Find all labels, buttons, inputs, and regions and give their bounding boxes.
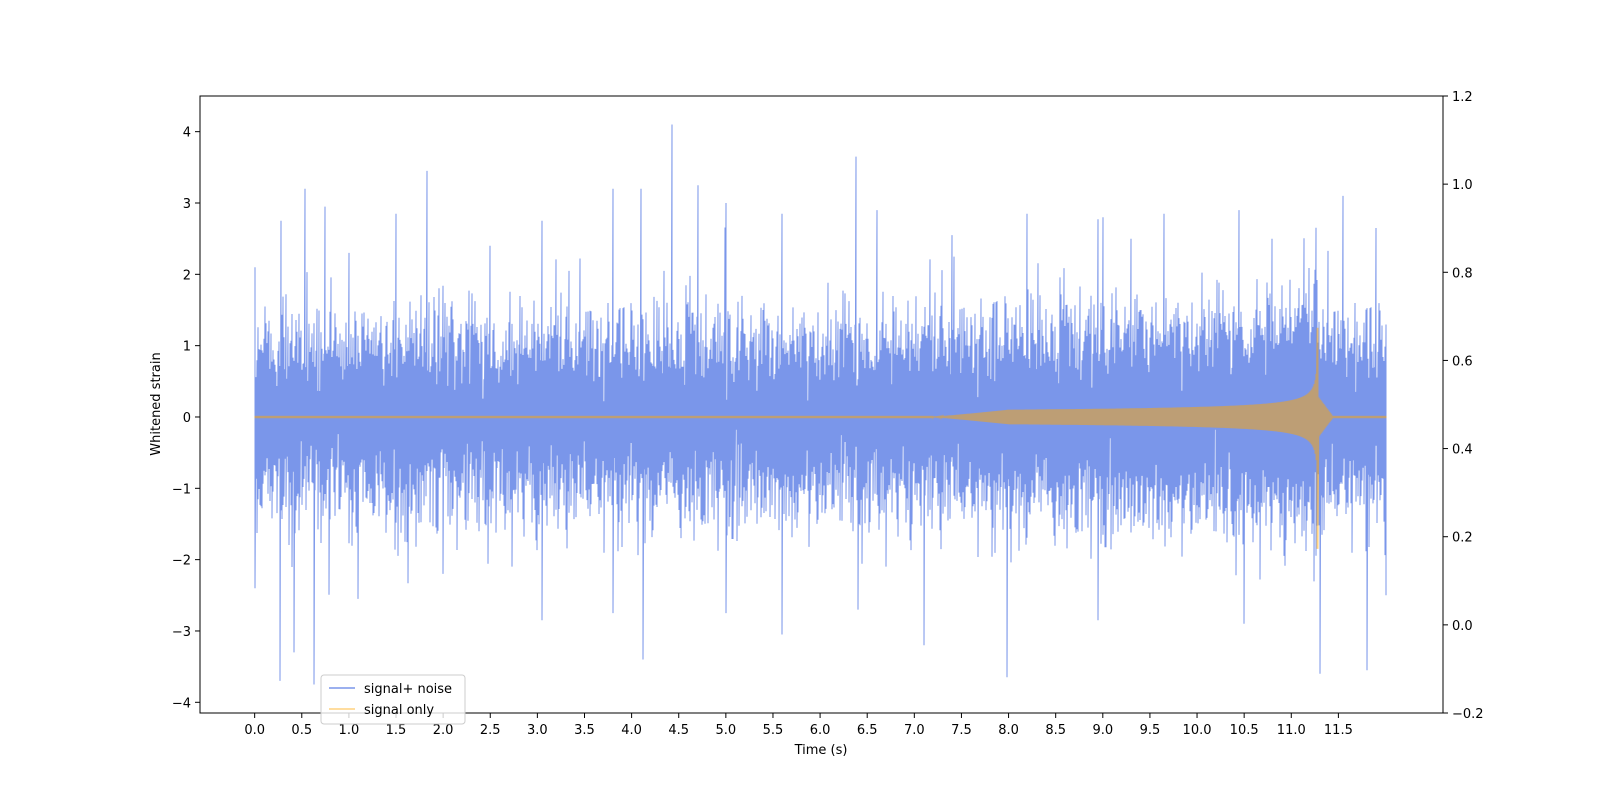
x-tick-label: 0.0 — [244, 723, 265, 738]
x-tick-label: 1.0 — [339, 723, 360, 738]
legend-frame — [320, 674, 466, 725]
x-tick-label: 11.5 — [1324, 723, 1353, 738]
y2-tick-label: −0.2 — [1452, 707, 1484, 722]
x-tick-label: 9.0 — [1092, 723, 1113, 738]
x-tick-label: 7.5 — [951, 723, 972, 738]
y-tick-label: −3 — [172, 625, 191, 640]
legend-label-signal-only: signal only — [364, 703, 434, 718]
y-tick-label: 2 — [183, 268, 191, 283]
y2-tick-label: 0.0 — [1452, 619, 1473, 634]
x-tick-label: 5.0 — [716, 723, 737, 738]
y-tick-label: 4 — [183, 126, 191, 141]
y-tick-label: −2 — [172, 554, 191, 569]
legend: signal+ noise signal only — [320, 674, 466, 725]
x-tick-label: 7.0 — [904, 723, 925, 738]
series-line-signal-noise — [254, 124, 1387, 685]
x-tick-label: 3.0 — [527, 723, 548, 738]
x-tick-label: 1.5 — [386, 723, 407, 738]
y2-tick-label: 0.6 — [1452, 354, 1473, 369]
y-tick-label: 3 — [183, 197, 191, 212]
y-axis-left: −4 −3 −2 −1 0 1 2 3 4 — [172, 126, 200, 711]
y-tick-label: 1 — [183, 340, 191, 355]
x-tick-label: 3.5 — [574, 723, 595, 738]
y2-tick-label: 1.0 — [1452, 178, 1473, 193]
x-tick-label: 10.0 — [1183, 723, 1212, 738]
series-line-signal-only — [254, 327, 1387, 549]
x-tick-label: 2.5 — [480, 723, 501, 738]
legend-label-signal-noise: signal+ noise — [364, 682, 452, 697]
x-tick-label: 5.5 — [763, 723, 784, 738]
y-tick-label: −4 — [172, 696, 191, 711]
y2-tick-label: 0.4 — [1452, 443, 1473, 458]
x-tick-label: 2.0 — [433, 723, 454, 738]
y2-tick-label: 0.2 — [1452, 531, 1473, 546]
x-tick-label: 6.0 — [810, 723, 831, 738]
x-tick-label: 8.0 — [998, 723, 1019, 738]
x-tick-label: 4.0 — [621, 723, 642, 738]
x-tick-label: 9.5 — [1140, 723, 1161, 738]
y-axis-label: Whitened strain — [149, 352, 164, 455]
x-tick-label: 8.5 — [1045, 723, 1066, 738]
plot-area — [200, 96, 1443, 713]
x-axis: 0.0 0.5 1.0 1.5 2.0 2.5 3.0 3.5 4.0 4.5 5.0 5.5 6.0 6… — [244, 713, 1353, 738]
y-tick-label: −1 — [172, 482, 191, 497]
y-axis-right: −0.2 0.0 0.2 0.4 0.6 0.8 1.0 1.2 — [1443, 90, 1484, 722]
axes-frame — [199, 95, 1444, 714]
x-tick-label: 10.5 — [1230, 723, 1259, 738]
y-tick-label: 0 — [183, 411, 191, 426]
axes-border — [199, 95, 1444, 714]
x-axis-label: Time (s) — [794, 743, 848, 758]
x-tick-label: 6.5 — [857, 723, 878, 738]
x-tick-label: 11.0 — [1277, 723, 1306, 738]
y2-tick-label: 1.2 — [1452, 90, 1473, 105]
y2-tick-label: 0.8 — [1452, 266, 1473, 281]
x-tick-label: 4.5 — [668, 723, 689, 738]
x-tick-label: 0.5 — [291, 723, 312, 738]
